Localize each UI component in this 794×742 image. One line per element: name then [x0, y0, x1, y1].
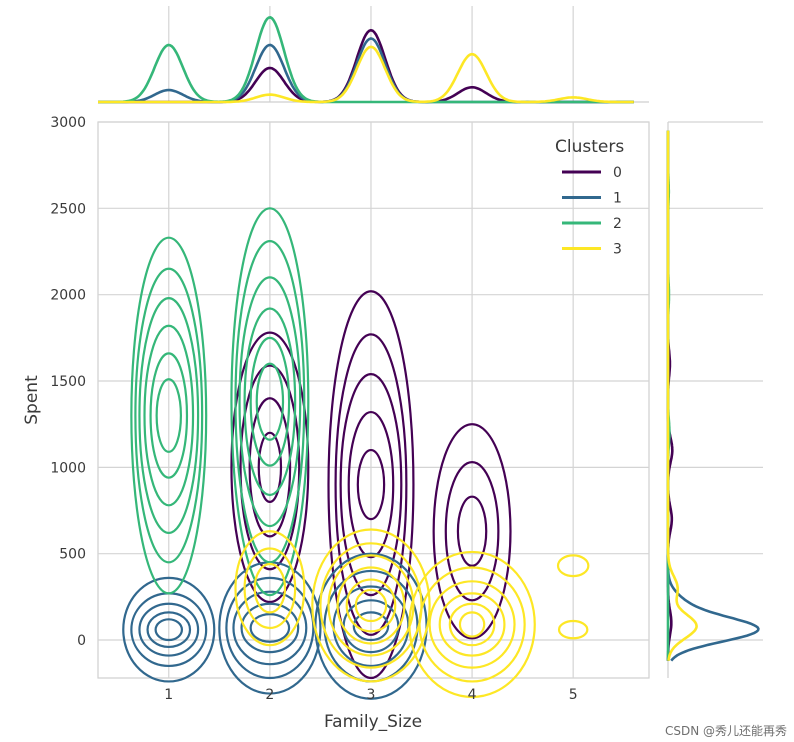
- main-grid: [98, 121, 649, 678]
- kde-contours: [122, 207, 590, 700]
- watermark: CSDN @秀儿还能再秀: [665, 724, 787, 738]
- y-axis-label: Spent: [22, 375, 42, 425]
- kde-contour-cluster-0: [248, 397, 292, 538]
- kde-contour-cluster-2: [143, 324, 195, 507]
- kde-contour-cluster-2: [138, 297, 200, 535]
- kde-contour-cluster-2: [155, 378, 183, 453]
- kde-contour-cluster-0: [347, 410, 395, 559]
- y-tick-label: 1500: [50, 374, 86, 390]
- top-marginal-kde: [98, 6, 649, 104]
- legend-items: 0 1 2 3: [562, 165, 622, 258]
- kde-contour-cluster-3: [345, 578, 397, 633]
- kde-contour-cluster-3: [556, 554, 590, 578]
- legend-label-cluster-2: 2: [613, 216, 622, 232]
- kde-contour-cluster-2: [149, 352, 189, 479]
- legend: Clusters 0 1 2 3: [555, 137, 624, 258]
- kde-contour-cluster-3: [408, 550, 536, 699]
- kde-contour-cluster-3: [354, 588, 388, 623]
- kde-contour-cluster-0: [456, 495, 488, 567]
- legend-label-cluster-3: 3: [613, 242, 622, 258]
- kde-contour-cluster-1: [240, 602, 300, 654]
- y-tick-label: 2000: [50, 288, 86, 304]
- x-tick-label: 2: [265, 687, 274, 703]
- kde-contour-cluster-1: [225, 576, 315, 680]
- legend-label-cluster-0: 0: [613, 165, 622, 181]
- kde-contour-cluster-2: [234, 240, 306, 564]
- kde-contour-cluster-2: [243, 307, 297, 497]
- right-marginal-curve-cluster-3: [666, 130, 698, 661]
- kde-contour-cluster-1: [232, 590, 308, 666]
- y-tick-label: 0: [77, 633, 86, 649]
- kde-contour-cluster-0: [356, 448, 386, 521]
- kde-contour-cluster-3: [428, 580, 516, 669]
- y-tick-label: 500: [59, 547, 86, 563]
- kde-contour-cluster-1: [249, 613, 291, 643]
- kde-contour-cluster-2: [134, 267, 204, 564]
- kde-contour-cluster-0: [257, 431, 283, 503]
- kde-contour-cluster-3: [243, 547, 297, 630]
- kde-contour-cluster-3: [311, 528, 431, 683]
- top-marginal-curve-cluster-2: [98, 16, 634, 104]
- x-axis-label: Family_Size: [324, 712, 422, 732]
- kde-contour-cluster-2: [130, 236, 208, 595]
- y-tick-labels: 0 500 1000 1500 2000 2500 3000: [50, 115, 86, 649]
- kde-contour-cluster-2: [238, 276, 302, 528]
- main-plot-area: [97, 121, 650, 679]
- kde-contour-cluster-3: [458, 611, 486, 638]
- kde-contour-cluster-2: [249, 336, 291, 467]
- kde-contour-cluster-1: [154, 618, 184, 642]
- kde-contour-cluster-3: [327, 554, 415, 657]
- right-marginal-curve-cluster-1: [666, 130, 760, 662]
- kde-contour-cluster-0: [339, 372, 403, 597]
- y-tick-label: 2500: [50, 201, 86, 217]
- right-marginal-kde: [666, 121, 763, 678]
- kde-contour-cluster-0: [230, 331, 310, 604]
- kde-contour-cluster-1: [122, 576, 216, 683]
- kde-contour-cluster-0: [334, 333, 408, 636]
- x-tick-label: 1: [164, 687, 173, 703]
- kde-contour-cluster-0: [327, 290, 415, 680]
- kde-contour-cluster-1: [146, 611, 192, 649]
- right-marginal-grid: [668, 121, 763, 641]
- kde-contour-cluster-3: [253, 562, 287, 614]
- top-marginal-grid: [168, 6, 574, 102]
- x-tick-labels: 1 2 3 4 5: [164, 687, 577, 703]
- right-marginal-curves: [666, 130, 760, 662]
- x-tick-label: 4: [468, 687, 477, 703]
- main-axes: 1 2 3 4 5 0 500 1000 1500 2000 2500 3000 Family_Si…: [22, 115, 650, 732]
- kde-contour-cluster-0: [444, 461, 500, 602]
- kde-contour-cluster-3: [557, 619, 589, 640]
- y-tick-label: 3000: [50, 115, 86, 131]
- kde-contour-cluster-3: [438, 592, 506, 657]
- kde-contour-cluster-2: [230, 207, 310, 597]
- x-tick-label: 3: [367, 687, 376, 703]
- kde-contour-cluster-3: [336, 566, 406, 645]
- top-marginal-curves: [98, 16, 634, 104]
- x-tick-label: 5: [569, 687, 578, 703]
- kde-contour-cluster-3: [448, 602, 496, 647]
- kde-contour-cluster-3: [418, 566, 526, 683]
- top-marginal-curve-cluster-1: [98, 37, 634, 104]
- kde-contour-cluster-0: [239, 364, 301, 571]
- legend-label-cluster-1: 1: [613, 191, 622, 207]
- kde-contour-cluster-1: [138, 602, 200, 657]
- kde-contour-cluster-3: [234, 530, 306, 647]
- kde-contour-cluster-0: [432, 423, 512, 640]
- y-tick-label: 1000: [50, 460, 86, 476]
- legend-title: Clusters: [555, 137, 624, 157]
- kde-contour-cluster-1: [352, 611, 390, 642]
- top-marginal-curve-cluster-3: [98, 45, 634, 104]
- kde-contour-cluster-2: [255, 362, 285, 441]
